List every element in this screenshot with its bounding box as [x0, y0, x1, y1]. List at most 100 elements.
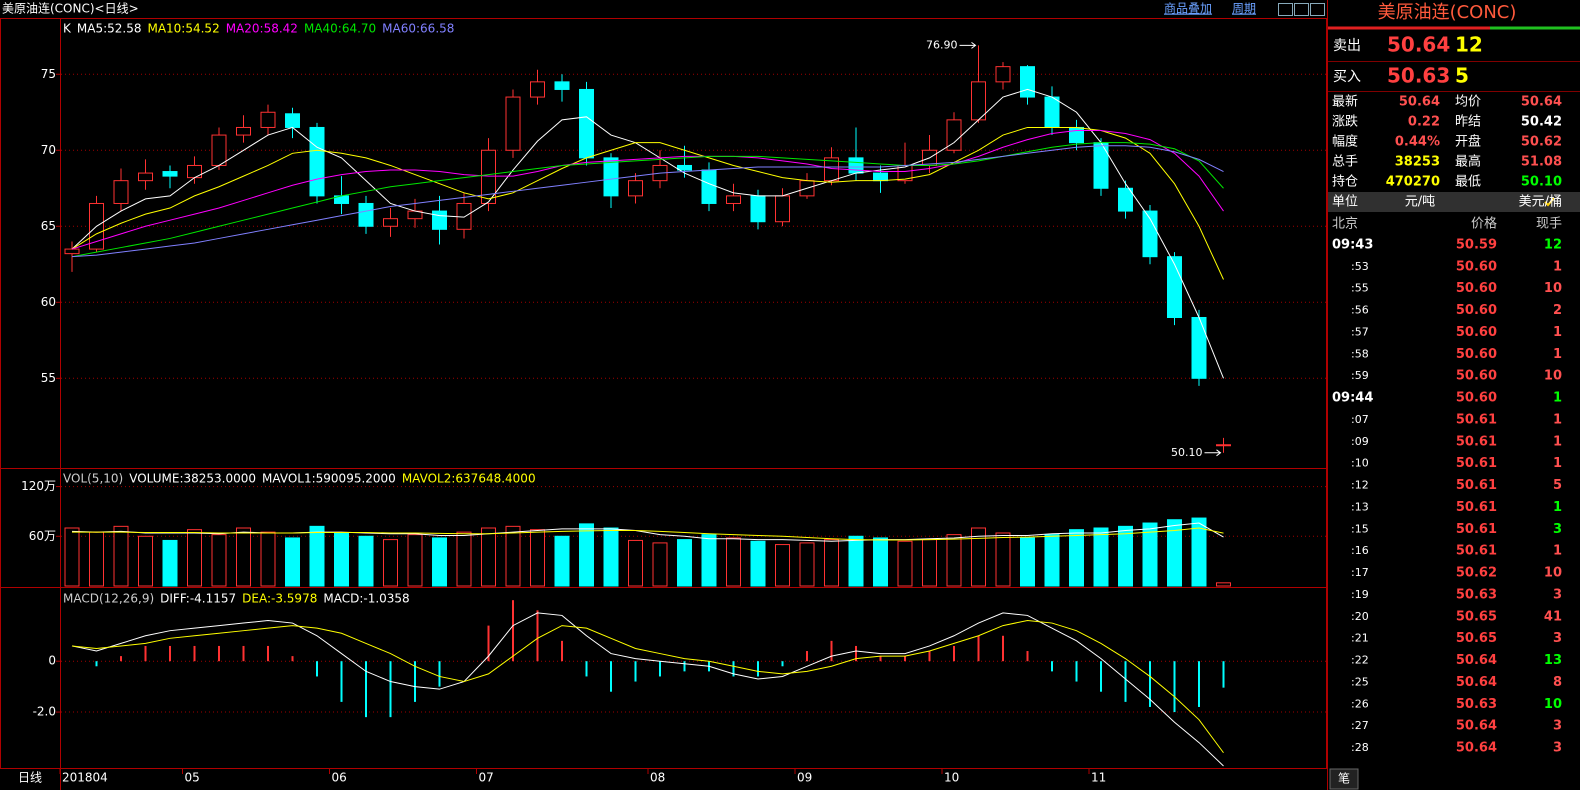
unit-band — [1328, 192, 1580, 212]
x-tick-label: 07 — [479, 771, 494, 785]
volume-bar — [750, 540, 766, 587]
y-tick-label: 60 — [41, 295, 56, 309]
tick-volume: 10 — [1544, 697, 1562, 712]
tick-volume: 2 — [1553, 303, 1562, 318]
legend-entry: MA40:64.70 — [304, 22, 376, 36]
annotation-arrow — [959, 41, 977, 49]
candle-body — [775, 195, 790, 223]
tick-volume: 1 — [1553, 347, 1562, 362]
tick-price: 50.65 — [1456, 631, 1497, 646]
volume-bar — [432, 537, 447, 587]
volume-bar — [775, 544, 790, 587]
tick-volume: 1 — [1553, 434, 1562, 449]
stat-label: 最高 — [1455, 154, 1481, 170]
indicator-line — [71, 88, 1224, 379]
candle-body — [701, 169, 717, 204]
volume-bar — [652, 542, 668, 587]
volume-bar — [211, 534, 227, 587]
tick-time: :12 — [1351, 479, 1369, 492]
chart-frame — [0, 18, 1327, 769]
candle-body — [211, 134, 227, 166]
volume-bar — [1118, 525, 1133, 587]
nav-buttons[interactable] — [1278, 3, 1325, 16]
volume-bar — [579, 523, 594, 587]
volume-bar — [701, 534, 717, 587]
volume-bar — [309, 525, 325, 587]
candle-body — [1093, 142, 1109, 189]
candle-body — [1020, 66, 1035, 98]
y-tick-label: 0 — [48, 654, 56, 668]
tick-price: 50.60 — [1456, 369, 1497, 384]
x-tick-label: 06 — [332, 771, 347, 785]
check-icon[interactable] — [1544, 197, 1555, 207]
candle-body — [995, 66, 1011, 83]
tick-volume: 1 — [1553, 456, 1562, 471]
volume-bar — [407, 534, 423, 587]
tab-label[interactable]: 笔 — [1338, 771, 1350, 786]
nav-button[interactable] — [1278, 3, 1293, 16]
book-volume: 12 — [1455, 33, 1483, 57]
volume-bar — [481, 527, 496, 587]
unit-option[interactable]: 元/吨 — [1405, 195, 1435, 210]
book-price: 50.64 — [1387, 33, 1450, 57]
tick-price: 50.59 — [1456, 238, 1497, 253]
nav-button[interactable] — [1294, 3, 1309, 16]
period-link[interactable]: 周期 — [1232, 2, 1256, 16]
tick-price: 50.60 — [1456, 325, 1497, 340]
unit-option[interactable]: 美元/桶 — [1519, 195, 1562, 210]
tick-volume: 3 — [1553, 587, 1562, 602]
volume-bar — [922, 539, 937, 587]
candle-body — [554, 81, 570, 90]
tick-price: 50.61 — [1456, 456, 1497, 471]
tick-volume: 12 — [1544, 238, 1562, 253]
legend-entry: MA5:52.58 — [77, 22, 142, 36]
volume-bar — [1142, 522, 1158, 587]
legend-entry: VOLUME:38253.0000 — [129, 472, 256, 486]
indicator-line — [71, 612, 1224, 767]
y-tick-label: 120万 — [21, 479, 56, 493]
tick-time: :27 — [1351, 719, 1369, 732]
volume-bar — [971, 527, 986, 587]
volume-bar — [848, 535, 864, 587]
candle-body — [236, 126, 251, 136]
tick-price: 50.61 — [1456, 522, 1497, 537]
tick-time: :10 — [1351, 457, 1369, 470]
stat-value: 51.08 — [1521, 155, 1562, 170]
legend-entry: MAVOL2:637648.4000 — [402, 472, 536, 486]
volume-bar — [358, 535, 374, 587]
tick-volume: 1 — [1553, 500, 1562, 515]
tick-time: :07 — [1351, 413, 1369, 426]
tick-price: 50.65 — [1456, 609, 1497, 624]
legend-entry: VOL(5,10) — [63, 472, 123, 486]
tick-time: :55 — [1351, 282, 1369, 295]
volume-bar — [995, 532, 1011, 587]
candle-body — [309, 126, 325, 197]
nav-button[interactable] — [1310, 3, 1325, 16]
x-tick-label: 05 — [185, 771, 200, 785]
candle-body — [1216, 444, 1231, 447]
volume-bar — [1191, 517, 1207, 587]
stat-value: 38253 — [1395, 155, 1440, 170]
tick-volume: 1 — [1553, 325, 1562, 340]
indicator-line — [72, 527, 1224, 541]
candle-body — [187, 164, 202, 179]
tick-time: :09 — [1351, 435, 1369, 448]
tick-price: 50.61 — [1456, 544, 1497, 559]
tick-volume: 10 — [1544, 281, 1562, 296]
stat-value: 470270 — [1386, 175, 1440, 190]
tab[interactable] — [1329, 768, 1359, 790]
tick-volume: 3 — [1553, 631, 1562, 646]
ticks-header: 现手 — [1536, 217, 1562, 232]
book-label: 卖出 — [1333, 38, 1361, 54]
legend-entry: MACD:-1.0358 — [323, 592, 409, 606]
volume-bar — [505, 525, 521, 587]
overlay-link[interactable]: 商品叠加 — [1164, 1, 1212, 16]
volume-bar — [554, 535, 570, 587]
candle-body — [1142, 210, 1158, 258]
tick-volume: 41 — [1544, 609, 1562, 624]
volume-bar — [334, 532, 349, 587]
candle-body — [971, 81, 986, 121]
y-tick-label: 55 — [41, 371, 56, 385]
stat-value: 50.64 — [1399, 95, 1440, 110]
tick-time: :57 — [1351, 325, 1369, 338]
